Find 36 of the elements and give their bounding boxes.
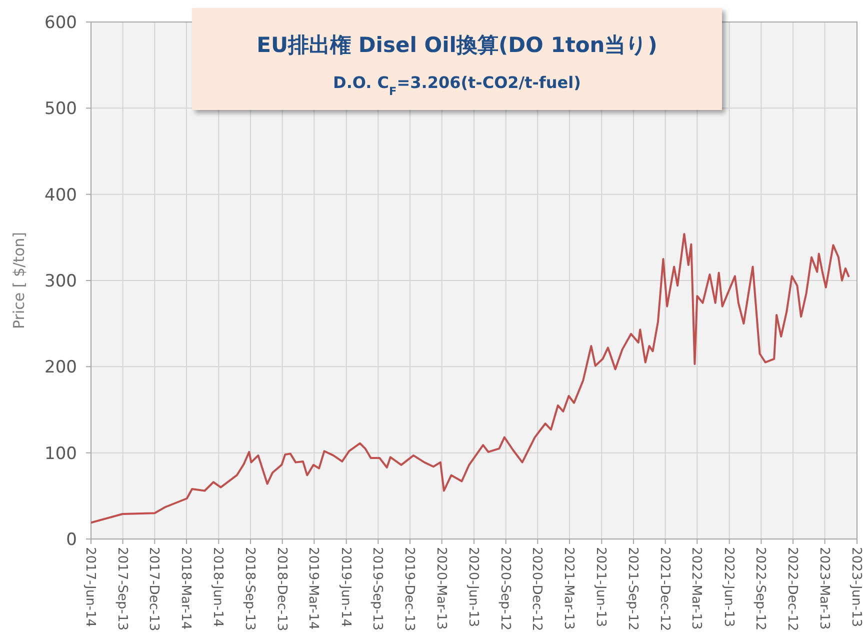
x-tick-label: 2023-Mar-13 — [816, 547, 832, 630]
x-tick-label: 2020-Sep-12 — [497, 547, 512, 631]
x-tick-label: 2017-Jun-14 — [82, 547, 98, 628]
x-tick-label: 2018-Jun-14 — [210, 547, 226, 628]
y-tick-label: 500 — [44, 99, 77, 120]
x-tick-label: 2022-Mar-13 — [688, 547, 704, 630]
x-tick-label: 2022-Dec-12 — [784, 547, 800, 632]
y-tick-label: 200 — [44, 358, 77, 378]
x-tick-label: 2019-Dec-13 — [401, 547, 416, 632]
line-series — [91, 232, 850, 524]
x-tick-label: 2018-Mar-14 — [178, 547, 193, 630]
x-tick-label: 2019-Mar-14 — [306, 547, 321, 630]
x-tick-label: 2022-Jun-13 — [720, 547, 736, 628]
y-tick-label: 400 — [44, 185, 77, 206]
y-axis-title: Price [ $/ton] — [10, 232, 28, 329]
x-tick-label: 2018-Sep-13 — [242, 547, 257, 631]
x-tick-label: 2019-Sep-13 — [370, 547, 385, 631]
y-tick-label: 0 — [66, 530, 77, 550]
x-tick-label: 2021-Jun-13 — [593, 547, 608, 628]
x-tick-label: 2020-Dec-12 — [529, 547, 544, 632]
x-tick-label: 2023-Jun-13 — [848, 547, 863, 628]
x-tick-label: 2020-Jun-13 — [465, 547, 480, 628]
x-tick-label: 2019-Jun-14 — [338, 547, 353, 628]
x-tick-label: 2018-Dec-13 — [274, 547, 289, 632]
text: D.O. C$_{F}$=3.206(t-CO2/t-fuel) — [333, 73, 581, 98]
x-tick-label: 2022-Sep-12 — [752, 547, 768, 631]
x-tick-label: 2021-Sep-12 — [624, 547, 640, 631]
x-tick-label: 2017-Dec-13 — [146, 547, 162, 632]
y-tick-label: 600 — [44, 12, 77, 33]
x-tick-label: 2021-Dec-12 — [656, 547, 672, 632]
y-tick-label: 300 — [44, 271, 77, 292]
x-tick-label: 2020-Mar-13 — [433, 547, 448, 630]
text: EU排出権 Disel Oil換算(DO 1ton当り) — [256, 33, 658, 57]
x-tick-label: 2021-Mar-13 — [560, 547, 576, 630]
x-tick-label: 2017-Sep-13 — [114, 547, 130, 631]
y-tick-label: 100 — [44, 444, 77, 464]
